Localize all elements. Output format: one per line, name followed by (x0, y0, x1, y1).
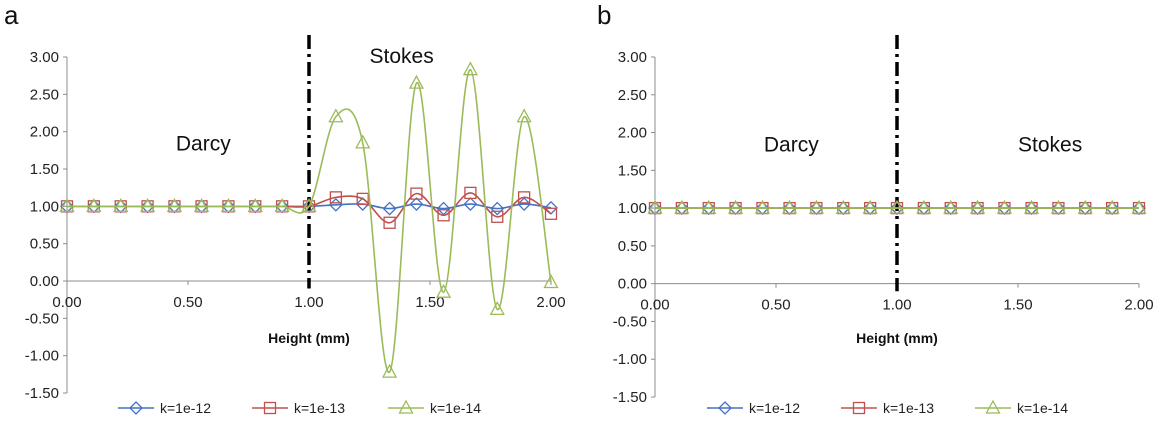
x-tick-label: 1.00 (882, 297, 911, 314)
legend-marker (987, 401, 1000, 413)
y-tick-label: -1.50 (25, 385, 59, 402)
y-tick-label: 0.00 (30, 273, 59, 290)
legend-item: k=1e-12 (707, 400, 800, 416)
y-tick-label: 0.50 (618, 238, 647, 255)
y-tick-label: 2.50 (30, 86, 59, 103)
region-label: Darcy (764, 133, 819, 156)
legend-item: k=1e-12 (118, 400, 211, 416)
x-tick-label: 1.50 (1003, 297, 1032, 314)
legend: k=1e-12 k=1e-13 k=1e-14 (118, 400, 481, 416)
y-tick-label: 1.50 (618, 162, 647, 179)
y-tick-label: -0.50 (613, 313, 647, 330)
panel-letter: b (597, 0, 611, 30)
y-tick-label: -0.50 (25, 310, 59, 327)
panel-a: a3.002.502.001.501.000.500.00-0.50-1.00-… (4, 0, 566, 416)
data-point (464, 63, 477, 75)
series-line (67, 70, 551, 373)
legend-label: k=1e-14 (1017, 400, 1068, 416)
x-tick-label: 0.00 (640, 297, 669, 314)
legend-label: k=1e-12 (749, 400, 800, 416)
legend: k=1e-12 k=1e-13 k=1e-14 (707, 400, 1068, 416)
legend-item: k=1e-14 (975, 400, 1068, 416)
panel-b: b3.002.502.001.501.000.500.00-0.50-1.00-… (597, 0, 1154, 416)
x-axis-title: Height (mm) (856, 330, 938, 346)
x-axis-title: Height (mm) (268, 330, 350, 346)
y-tick-label: 3.00 (30, 49, 59, 66)
legend-label: k=1e-12 (160, 400, 211, 416)
legend-label: k=1e-13 (883, 400, 934, 416)
legend-item: k=1e-13 (252, 400, 345, 416)
x-tick-label: 1.00 (294, 294, 323, 311)
region-label: Darcy (176, 132, 231, 155)
panel-letter: a (4, 0, 19, 30)
x-tick-label: 0.50 (761, 297, 790, 314)
legend-item: k=1e-14 (388, 400, 481, 416)
data-point (518, 110, 531, 122)
y-tick-label: 1.50 (30, 161, 59, 178)
x-tick-label: 2.00 (536, 294, 565, 311)
y-tick-label: 1.00 (618, 200, 647, 217)
x-tick-label: 1.50 (415, 294, 444, 311)
y-tick-label: 0.50 (30, 236, 59, 253)
legend-label: k=1e-13 (294, 400, 345, 416)
y-tick-label: 2.50 (618, 87, 647, 104)
region-label: Stokes (1018, 133, 1082, 156)
legend-marker (400, 401, 413, 413)
x-tick-label: 0.00 (52, 294, 81, 311)
legend-label: k=1e-14 (430, 400, 481, 416)
x-tick-label: 2.00 (1124, 297, 1153, 314)
x-tick-label: 0.50 (173, 294, 202, 311)
y-tick-label: -1.00 (25, 348, 59, 365)
y-tick-label: 2.00 (618, 125, 647, 142)
y-tick-label: 2.00 (30, 124, 59, 141)
y-tick-label: -1.00 (613, 351, 647, 368)
y-tick-label: 3.00 (618, 49, 647, 66)
y-tick-label: 0.00 (618, 276, 647, 293)
region-label: Stokes (370, 45, 434, 68)
y-tick-label: -1.50 (613, 389, 647, 406)
legend-item: k=1e-13 (841, 400, 934, 416)
y-tick-label: 1.00 (30, 198, 59, 215)
